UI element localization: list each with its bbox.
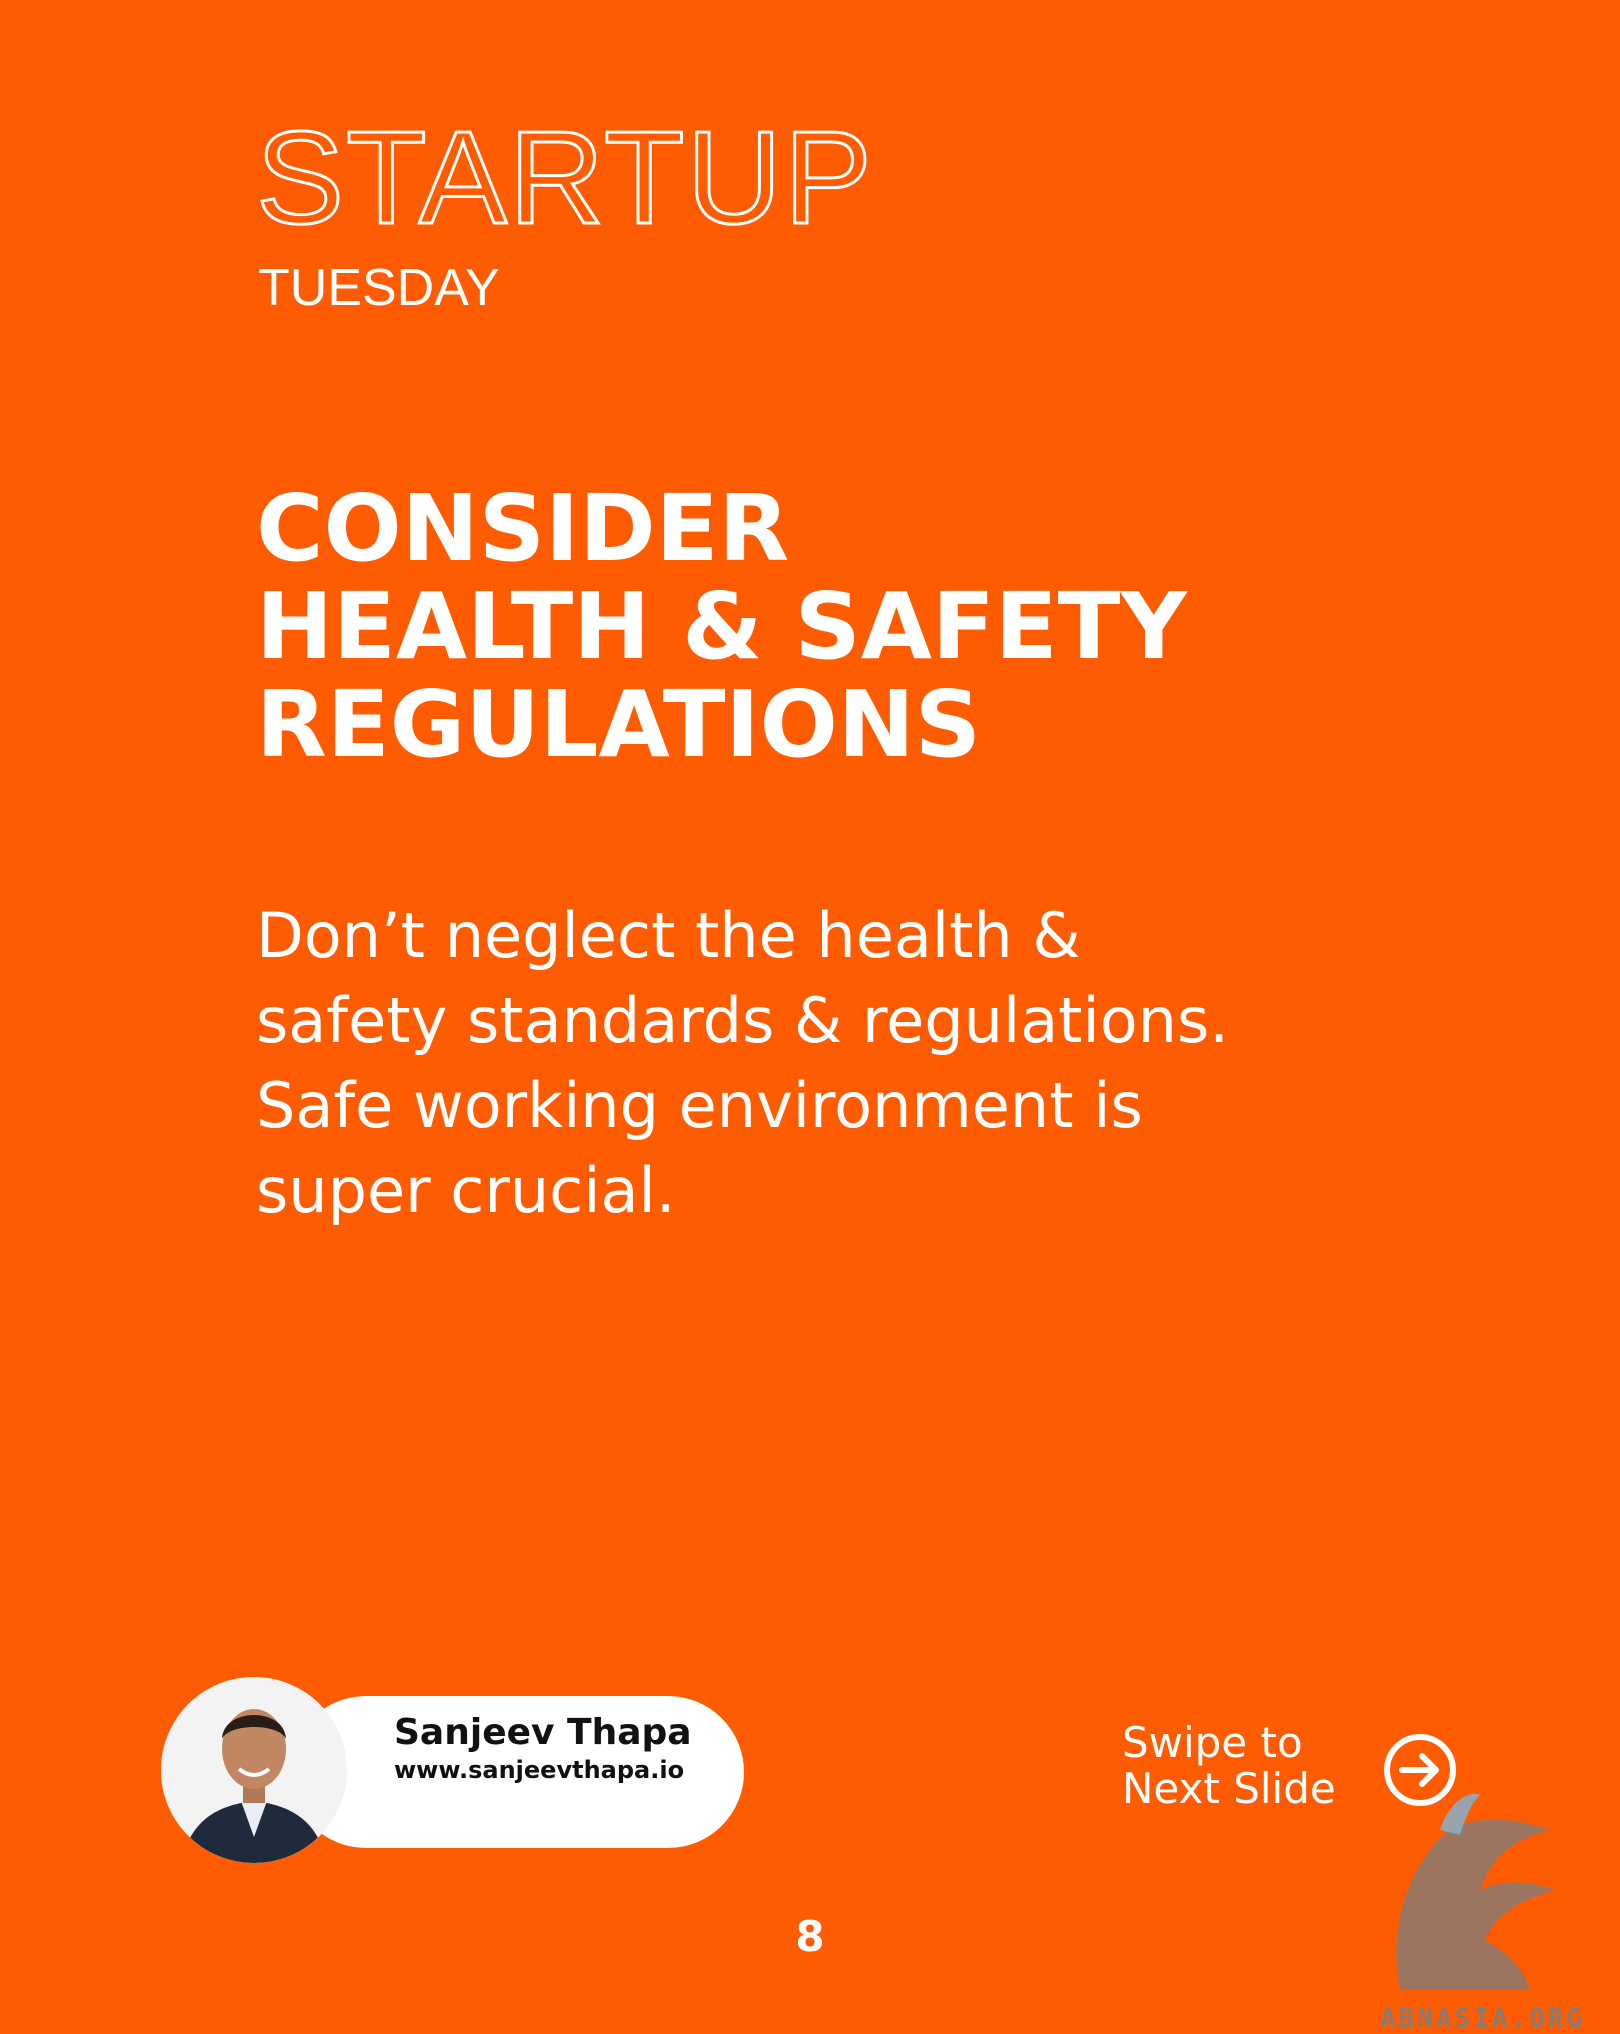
body-text: Don’t neglect the health & safety standa…: [256, 893, 1229, 1233]
avatar: [161, 1677, 347, 1863]
watermark-logo: [1396, 1793, 1555, 1990]
body-line: Safe working environment is: [256, 1069, 1143, 1142]
title: STARTUP: [255, 104, 874, 251]
author-url[interactable]: www.sanjeevthapa.io: [394, 1756, 685, 1784]
next-arrow[interactable]: [1382, 1732, 1458, 1808]
body-line: super crucial.: [256, 1154, 676, 1227]
heading-line: CONSIDER: [256, 475, 790, 582]
body-line: Don’t neglect the health &: [256, 899, 1081, 972]
heading-line: REGULATIONS: [256, 671, 982, 778]
swipe-line: Next Slide: [1122, 1764, 1336, 1813]
watermark-text: ABNASIA.ORG: [1380, 2004, 1586, 2034]
body-line: safety standards & regulations.: [256, 984, 1229, 1057]
page-number: 8: [795, 1912, 825, 1961]
heading-line: HEALTH & SAFETY: [256, 573, 1188, 680]
author-name: Sanjeev Thapa: [394, 1712, 692, 1753]
heading: CONSIDER HEALTH & SAFETY REGULATIONS: [256, 480, 1187, 774]
avatar-photo: [161, 1677, 347, 1863]
swipe-line: Swipe to: [1122, 1718, 1303, 1767]
swipe-hint: Swipe to Next Slide: [1122, 1720, 1336, 1812]
subtitle: TUESDAY: [258, 259, 500, 317]
profile-card: [290, 1696, 744, 1848]
